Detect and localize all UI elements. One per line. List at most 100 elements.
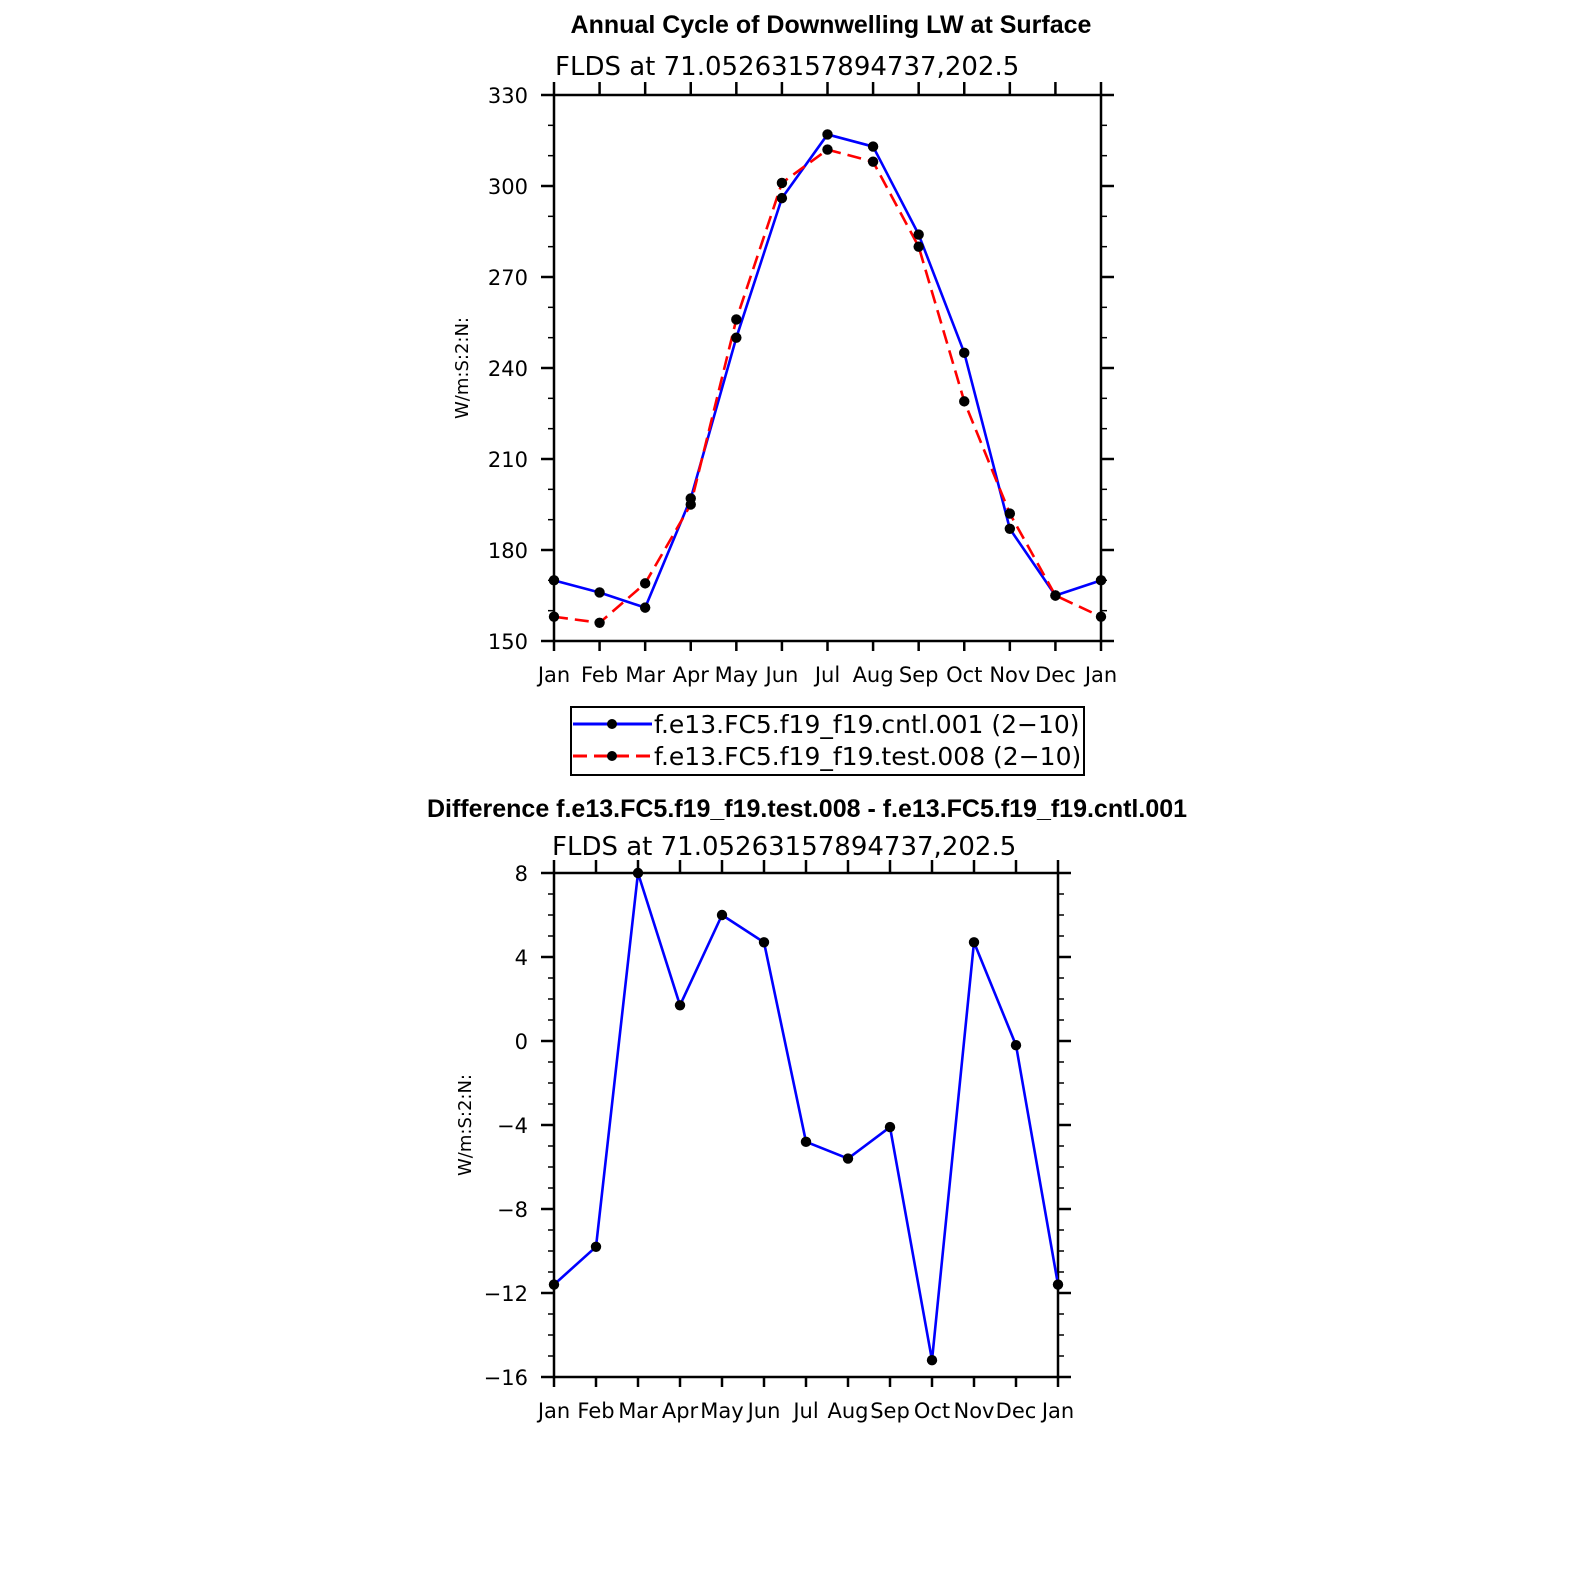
data-point-1-8 — [913, 241, 924, 252]
x-tick-label: May — [715, 663, 758, 687]
data-point-0-6 — [800, 1136, 812, 1148]
plot-axes — [552, 93, 1103, 643]
data-point-1-12 — [1095, 611, 1107, 622]
series-markers — [548, 129, 1107, 628]
difference-chart: Difference f.e13.FC5.f19_f19.test.008 - … — [427, 795, 1187, 1423]
data-point-0-12 — [1095, 575, 1107, 586]
data-point-1-4 — [731, 314, 742, 325]
x-tick-label: Feb — [581, 663, 618, 687]
x-tick-label: Aug — [853, 663, 894, 687]
x-tick-label: Jun — [746, 1399, 781, 1423]
data-point-0-4 — [716, 909, 728, 921]
x-tick-label: Jan — [536, 1399, 570, 1423]
y-tick-label: −4 — [497, 1114, 528, 1138]
data-point-0-0 — [548, 575, 560, 586]
series-lines — [553, 133, 1102, 625]
chart-subtitle: FLDS at 71.05263157894737,202.5 — [555, 52, 1019, 82]
data-point-0-8 — [884, 1121, 896, 1133]
legend-entry-cntl: f.e13.FC5.f19_f19.cntl.001 (2−10) — [654, 710, 1080, 739]
data-point-1-6 — [822, 144, 833, 155]
series-line-0 — [553, 133, 1102, 609]
y-tick-label: −12 — [484, 1282, 528, 1306]
data-point-0-2 — [632, 867, 644, 879]
y-tick-labels: −16 −12 −8 −4 0 4 8 — [484, 862, 528, 1390]
y-tick-label: 150 — [488, 630, 528, 654]
x-tick-label: Mar — [625, 663, 665, 687]
legend-entry-test: f.e13.FC5.f19_f19.test.008 (2−10) — [654, 742, 1081, 771]
series-lines — [553, 871, 1060, 1362]
data-point-0-5 — [758, 937, 770, 948]
data-point-0-9 — [926, 1355, 938, 1366]
data-point-0-1 — [590, 1241, 602, 1253]
x-tick-label: Aug — [827, 1399, 868, 1423]
tick-marks — [541, 82, 1114, 651]
series-line-0 — [553, 871, 1060, 1362]
data-point-1-0 — [548, 611, 560, 622]
data-point-0-10 — [968, 937, 980, 948]
y-axis-label-group: W/m:S:2:N: — [452, 317, 473, 419]
chart-title: Annual Cycle of Downwelling LW at Surfac… — [571, 11, 1092, 39]
data-point-0-9 — [959, 347, 970, 359]
y-axis-label-group: W/m:S:2:N: — [455, 1074, 476, 1176]
x-tick-labels: Jan Feb Mar Apr May Jun Jul Aug Sep Oct Nov Dec Jan — [536, 663, 1117, 687]
data-point-0-8 — [913, 229, 924, 240]
data-point-0-5 — [776, 192, 788, 204]
x-tick-label: Jul — [813, 663, 840, 687]
x-tick-label: Jan — [1083, 663, 1117, 687]
plot-frame — [552, 93, 1103, 643]
x-tick-label: Jan — [1040, 1399, 1074, 1423]
x-tick-label: Mar — [618, 1399, 658, 1423]
x-tick-label: Sep — [899, 663, 939, 687]
y-tick-label: −16 — [484, 1366, 528, 1390]
x-tick-label: Jun — [764, 663, 799, 687]
data-point-1-11 — [1050, 590, 1061, 601]
data-point-0-7 — [842, 1153, 854, 1164]
chart-title: Difference f.e13.FC5.f19_f19.test.008 - … — [427, 795, 1187, 823]
y-tick-label: 330 — [488, 84, 528, 108]
x-tick-label: Jul — [791, 1399, 818, 1423]
series-markers — [548, 867, 1064, 1366]
data-point-1-10 — [1004, 508, 1016, 519]
y-tick-label: 0 — [515, 1030, 528, 1054]
data-point-0-0 — [548, 1279, 560, 1290]
data-point-0-2 — [639, 602, 651, 613]
x-tick-label: Nov — [954, 1399, 995, 1423]
series-line-1 — [553, 148, 1102, 625]
y-tick-label: 210 — [488, 448, 528, 472]
x-tick-label: Sep — [870, 1399, 910, 1423]
x-tick-label: May — [700, 1399, 743, 1423]
y-tick-labels: 150 180 210 240 270 300 330 — [488, 84, 528, 654]
x-tick-label: Feb — [577, 1399, 614, 1423]
x-tick-label: Apr — [673, 663, 710, 687]
y-tick-label: 270 — [488, 266, 528, 290]
x-tick-label: Oct — [914, 1399, 950, 1423]
data-point-0-10 — [1004, 523, 1016, 534]
legend-marker-cntl — [607, 719, 617, 729]
y-axis-label: W/m:S:2:N: — [452, 317, 473, 419]
y-axis-label: W/m:S:2:N: — [455, 1074, 476, 1176]
x-tick-label: Oct — [946, 663, 982, 687]
y-tick-label: 180 — [488, 539, 528, 563]
y-tick-label: 240 — [488, 357, 528, 381]
data-point-1-9 — [959, 396, 970, 407]
data-point-0-7 — [867, 141, 879, 152]
data-point-0-1 — [594, 587, 605, 598]
data-point-0-3 — [674, 1000, 686, 1011]
data-point-0-11 — [1010, 1040, 1022, 1051]
data-point-1-1 — [594, 617, 605, 628]
data-point-0-12 — [1052, 1279, 1064, 1290]
data-point-0-6 — [822, 129, 833, 140]
y-tick-label: 300 — [488, 175, 528, 199]
annual-cycle-chart: Annual Cycle of Downwelling LW at Surfac… — [452, 11, 1117, 776]
x-tick-labels: Jan Feb Mar Apr May Jun Jul Aug Sep Oct Nov Dec Jan — [536, 1399, 1074, 1423]
y-tick-label: −8 — [497, 1198, 528, 1222]
x-tick-label: Apr — [662, 1399, 699, 1423]
y-tick-label: 8 — [515, 862, 528, 886]
legend-box — [570, 706, 1085, 776]
x-tick-label: Nov — [989, 663, 1030, 687]
legend-marker-test — [607, 751, 617, 761]
tick-marks — [541, 860, 1071, 1387]
x-tick-label: Dec — [996, 1399, 1037, 1423]
